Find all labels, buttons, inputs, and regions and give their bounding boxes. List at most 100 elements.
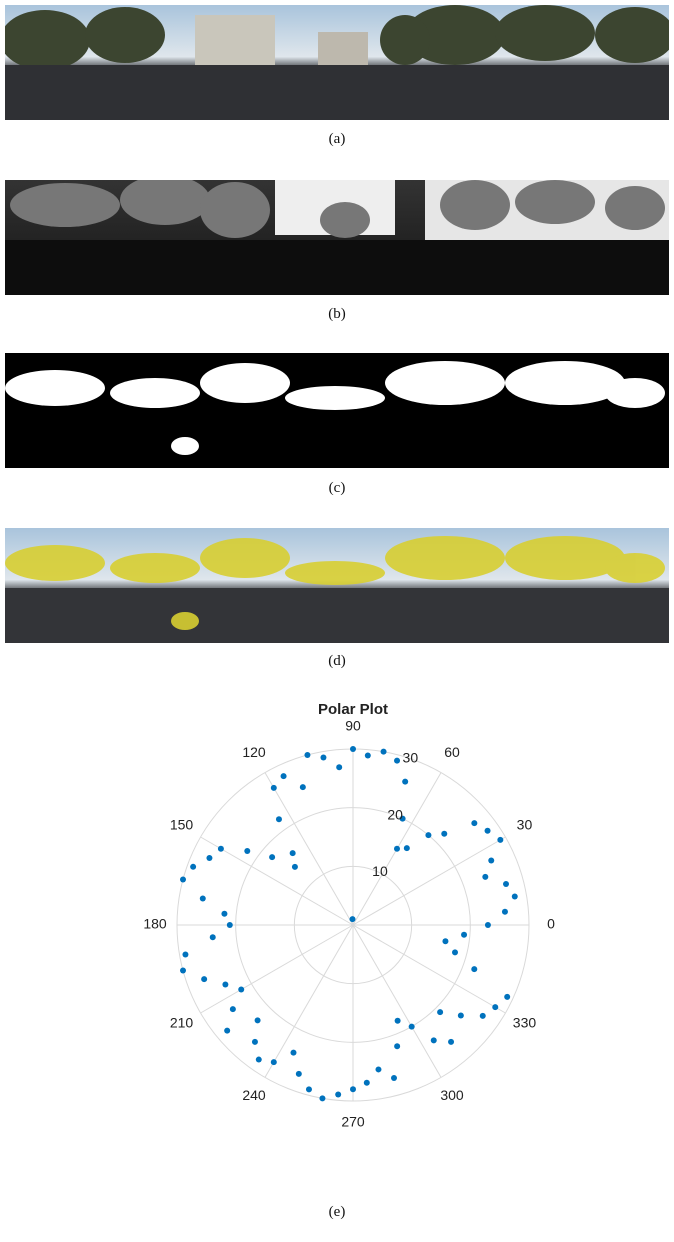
point (497, 837, 503, 843)
point (471, 820, 477, 826)
chart-title: Polar Plot (318, 701, 388, 718)
point (485, 922, 491, 928)
point (492, 1004, 498, 1010)
point (504, 994, 510, 1000)
point (461, 932, 467, 938)
theta-tick-label: 120 (242, 744, 266, 760)
page: {"figure": {"captions": ["(a)", "(b)", "… (0, 0, 674, 1242)
grid-spoke (353, 925, 441, 1077)
point (512, 893, 518, 899)
theta-tick-label: 30 (517, 817, 533, 833)
point (210, 934, 216, 940)
point (482, 874, 488, 880)
theta-tick-label: 300 (440, 1087, 464, 1103)
theta-tick-label: 210 (170, 1015, 194, 1031)
point (402, 779, 408, 785)
point (244, 848, 250, 854)
caption: (b) (0, 306, 674, 323)
point (304, 752, 310, 758)
point (230, 1006, 236, 1012)
point (319, 1095, 325, 1101)
point (350, 1086, 356, 1092)
depth-image (5, 180, 669, 295)
point (503, 881, 509, 887)
point (300, 784, 306, 790)
theta-tick-label: 60 (444, 744, 460, 760)
point (271, 785, 277, 791)
theta-tick-label: 330 (513, 1015, 537, 1031)
theta-tick-label: 150 (170, 817, 194, 833)
point (227, 922, 233, 928)
point (335, 1091, 341, 1097)
theta-tick-label: 0 (547, 916, 555, 932)
r-tick-label: 10 (372, 863, 388, 879)
point (336, 764, 342, 770)
caption: (a) (0, 131, 674, 148)
point (290, 1050, 296, 1056)
point (458, 1013, 464, 1019)
point (271, 1059, 277, 1065)
point (290, 850, 296, 856)
point (502, 909, 508, 915)
point (425, 832, 431, 838)
point (471, 966, 477, 972)
point (350, 746, 356, 752)
point (180, 876, 186, 882)
point (292, 864, 298, 870)
point (221, 911, 227, 917)
point (431, 1037, 437, 1043)
theta-tick-label: 90 (345, 718, 361, 734)
grid-spoke (353, 925, 505, 1013)
point (206, 855, 212, 861)
mask-image (5, 353, 669, 468)
point (180, 968, 186, 974)
point (306, 1086, 312, 1092)
caption: (c) (0, 480, 674, 497)
r-tick-label: 30 (403, 750, 419, 766)
point (276, 816, 282, 822)
point (441, 831, 447, 837)
polar-chart: Polar Plot 0 30 60 90 120 150 180 210 240 270 300 3… (0, 690, 674, 1160)
point (480, 1013, 486, 1019)
panorama-image (5, 5, 669, 120)
overlay-image (5, 528, 669, 643)
point (255, 1017, 261, 1023)
caption: (d) (0, 653, 674, 670)
point (200, 896, 206, 902)
caption: (e) (0, 1204, 674, 1221)
point (448, 1039, 454, 1045)
point (218, 846, 224, 852)
point (201, 976, 207, 982)
point (452, 949, 458, 955)
point (320, 754, 326, 760)
point (252, 1039, 258, 1045)
grid-spoke (265, 925, 353, 1077)
point (222, 982, 228, 988)
point (365, 753, 371, 759)
point (485, 828, 491, 834)
point (404, 845, 410, 851)
grid-spoke (201, 925, 353, 1013)
point (375, 1066, 381, 1072)
point (442, 938, 448, 944)
theta-tick-label: 240 (242, 1087, 266, 1103)
point (281, 773, 287, 779)
point (190, 864, 196, 870)
point (381, 749, 387, 755)
point (182, 952, 188, 958)
grid-spoke (353, 837, 505, 925)
point (238, 987, 244, 993)
point (349, 916, 355, 922)
theta-tick-label: 270 (341, 1114, 365, 1130)
point (296, 1071, 302, 1077)
theta-tick-label: 180 (143, 916, 167, 932)
grid-spoke (265, 773, 353, 925)
point (224, 1028, 230, 1034)
point (269, 854, 275, 860)
point (394, 758, 400, 764)
point (394, 1043, 400, 1049)
point (364, 1080, 370, 1086)
point (437, 1009, 443, 1015)
point (394, 846, 400, 852)
point (409, 1024, 415, 1030)
